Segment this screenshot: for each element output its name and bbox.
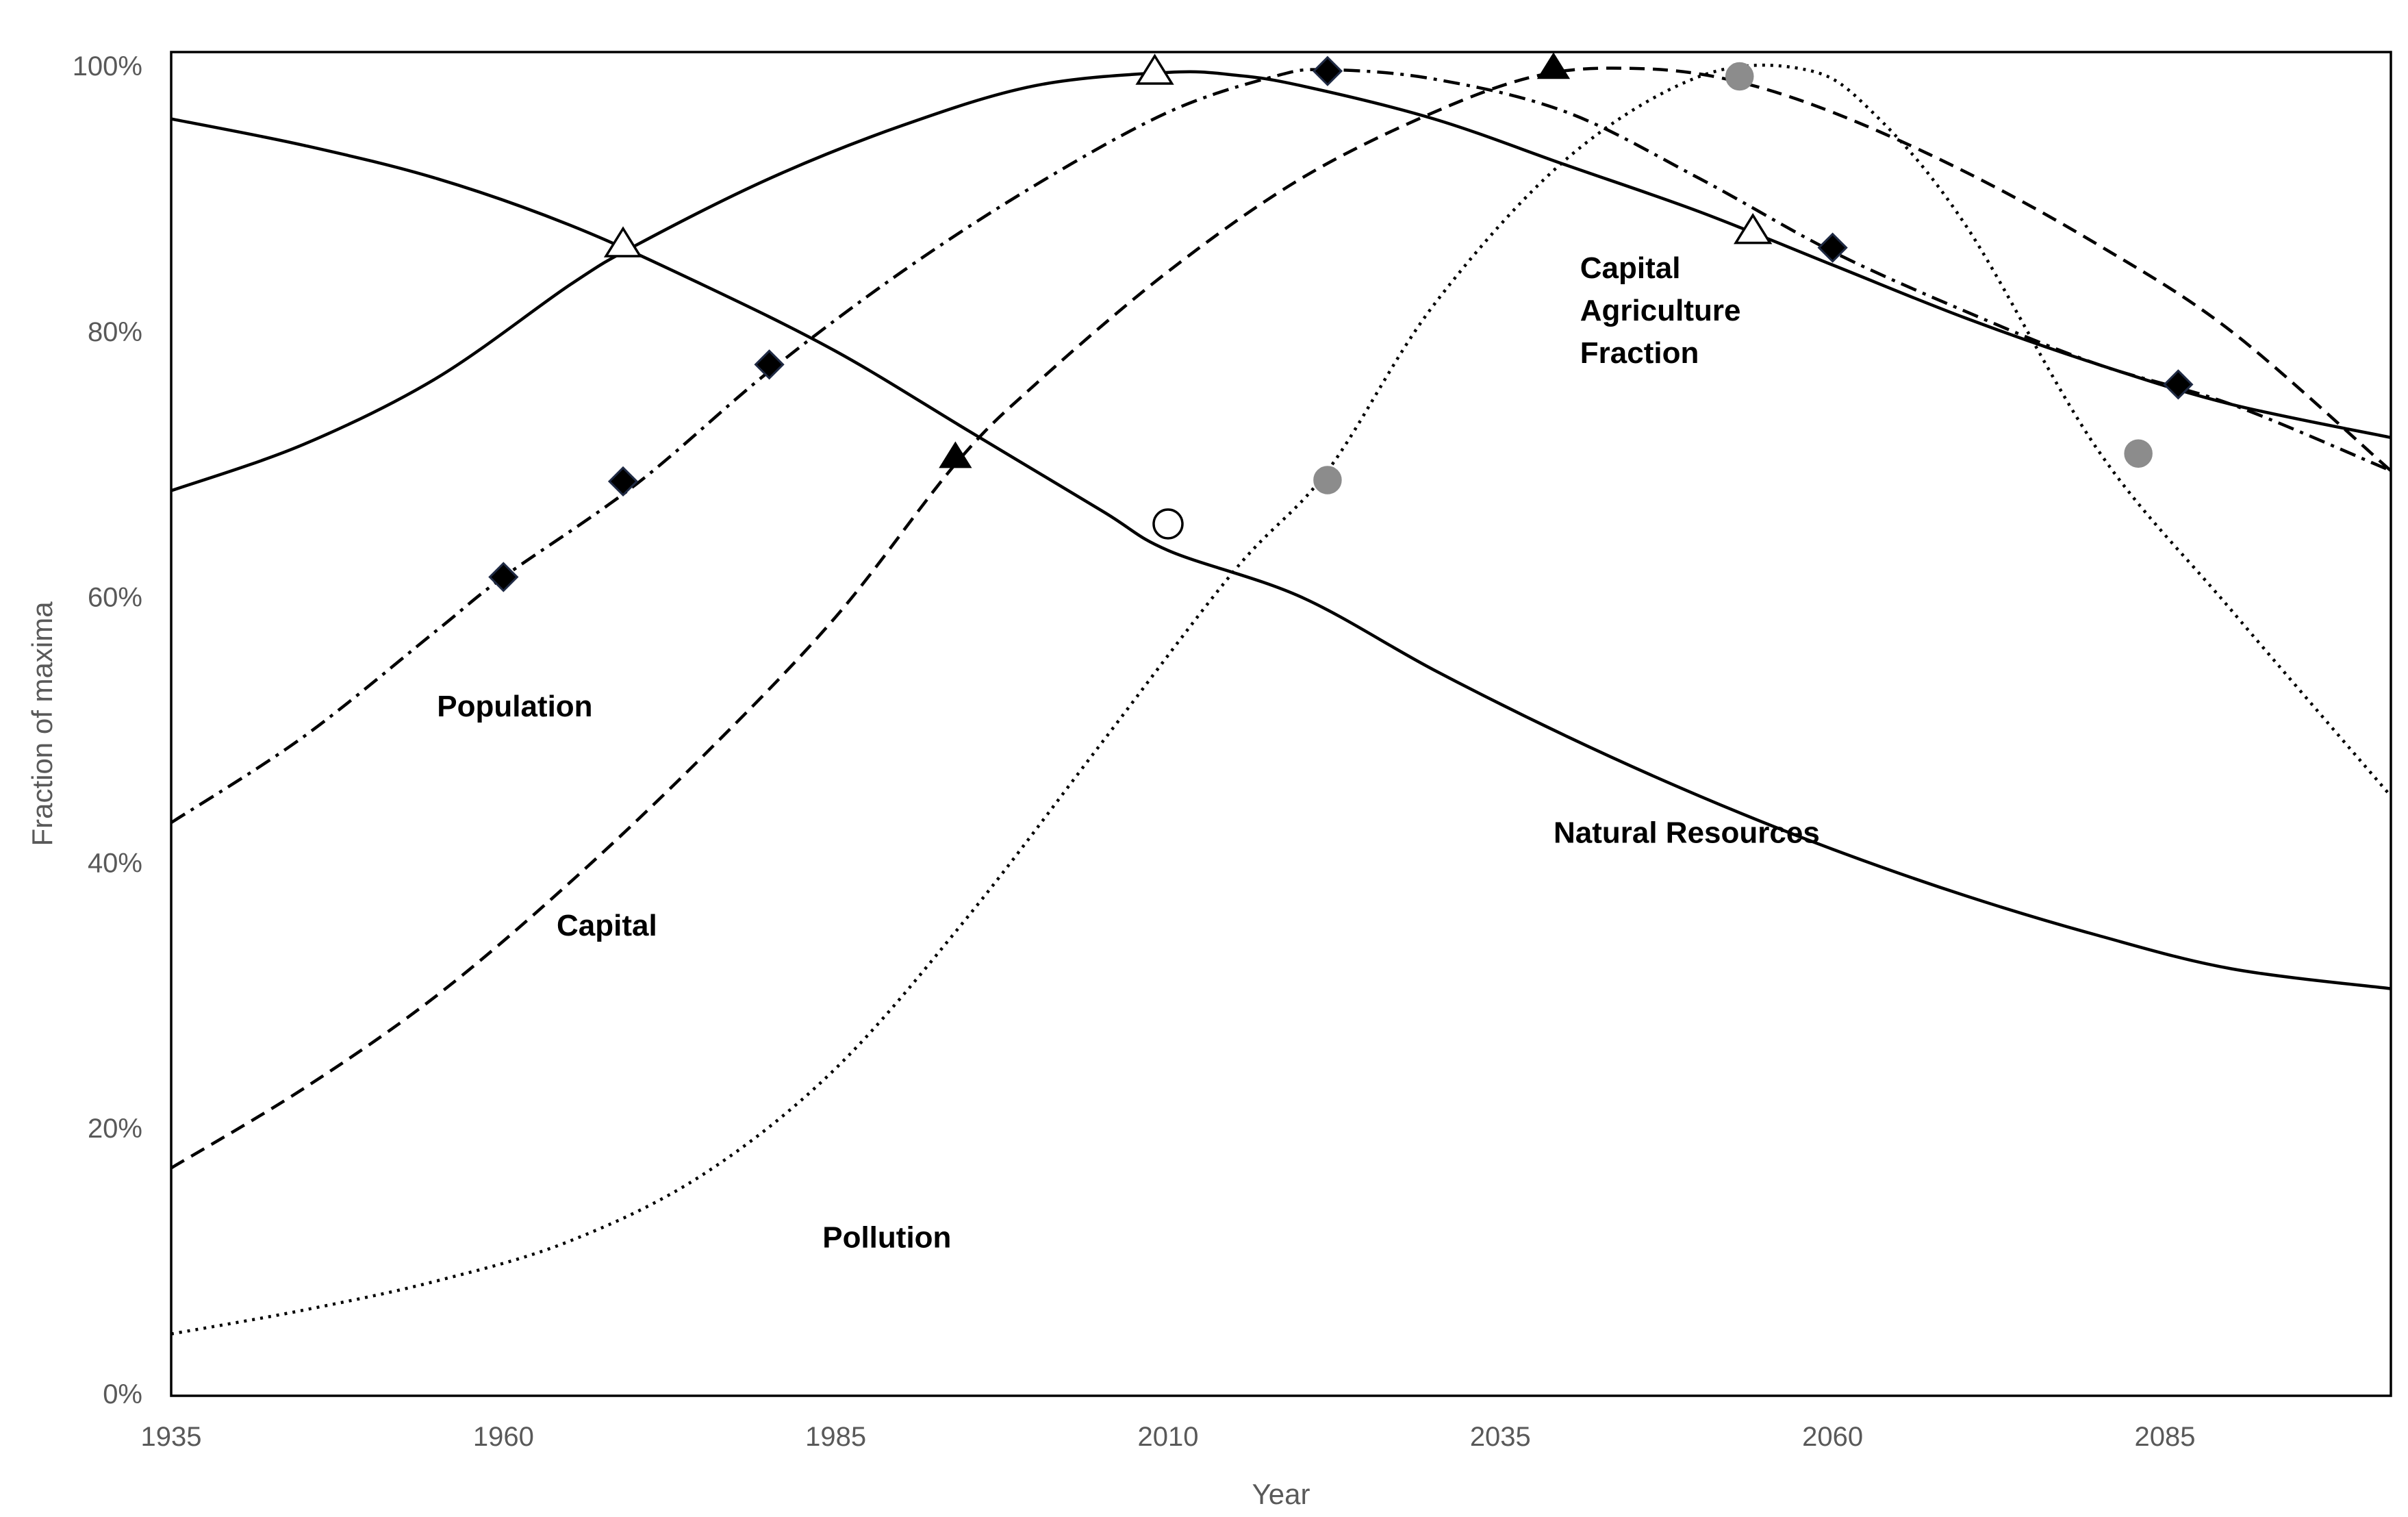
tick-layer: 1935 1960 1985 2010 2035 2060 2085 0% 20% 40% 60% 8… [73,51,2196,1452]
series-label-capital-agriculture-fraction: Fraction [1580,336,1699,370]
marker-natural-resources [1152,508,1184,540]
y-tick-label: 60% [88,583,142,613]
series-line-natural-resources [170,117,2392,990]
x-tick-label: 2060 [1802,1422,1863,1452]
x-tick-label: 1985 [805,1422,866,1452]
series-label-natural-resources: Natural Resources [1554,816,1820,849]
x-axis-title: Year [1252,1478,1310,1510]
x-tick-label: 2010 [1137,1422,1198,1452]
marker-population [754,349,785,380]
marker-capital [1536,52,1571,79]
y-tick-label: 0% [103,1379,142,1409]
x-tick-label: 2035 [1470,1422,1531,1452]
series-line-capital [170,66,2392,1170]
label-layer: Natural Resources Capital Agriculture Fract… [437,251,1820,1254]
x-tick-label: 1960 [473,1422,534,1452]
y-tick-label: 100% [73,51,142,82]
marker-capital [939,441,972,468]
marker-capital-agriculture-fraction [1135,53,1174,85]
series-label-capital: Capital [557,909,657,942]
series-line-pollution [170,63,2392,1336]
marker-population [2163,369,2194,400]
marker-population [607,466,639,497]
marker-pollution [1313,466,1342,494]
marker-layer [488,52,2194,592]
marker-population [488,562,519,592]
marker-population [1312,55,1343,86]
marker-capital-agriculture-fraction [603,226,643,258]
y-tick-label: 40% [88,848,142,878]
y-axis-title: Fraction of maxima [26,601,58,847]
series-label-pollution: Pollution [822,1221,951,1255]
y-tick-label: 80% [88,317,142,347]
plot-area-border [170,51,2392,1397]
marker-population [1817,232,1848,263]
marker-pollution [2124,439,2153,468]
x-tick-label: 2085 [2134,1422,2195,1452]
marker-pollution [1725,62,1754,91]
series-label-capital-agriculture-fraction: Agriculture [1580,294,1741,327]
x-tick-label: 1935 [141,1422,202,1452]
series-label-population: Population [437,690,592,723]
series-line-capital-agriculture-fraction [170,70,2392,492]
series-label-capital-agriculture-fraction: Capital [1580,251,1681,285]
y-tick-label: 20% [88,1114,142,1144]
marker-capital-agriculture-fraction [1734,213,1773,245]
